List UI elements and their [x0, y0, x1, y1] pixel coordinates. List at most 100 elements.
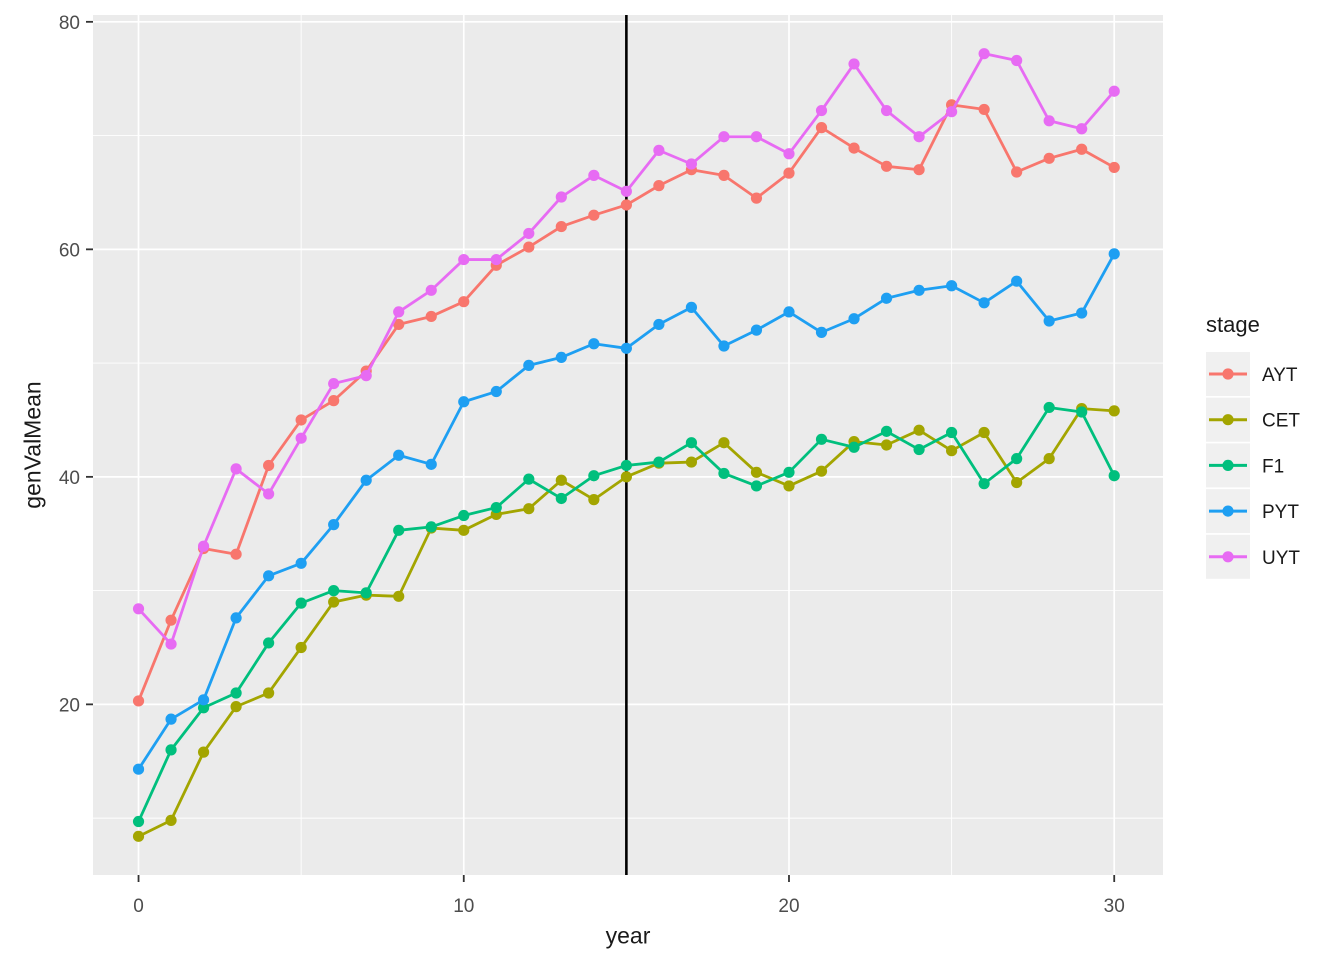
data-point-CET — [458, 524, 470, 536]
legend-key-point-AYT — [1222, 368, 1234, 380]
data-point-F1 — [620, 459, 632, 472]
data-point-UYT — [750, 131, 763, 143]
data-point-AYT — [848, 142, 860, 154]
data-point-AYT — [588, 209, 600, 221]
data-point-PYT — [328, 519, 340, 531]
data-point-AYT — [523, 241, 535, 253]
data-point-F1 — [263, 637, 275, 649]
data-point-CET — [295, 641, 307, 654]
data-point-PYT — [197, 694, 210, 706]
data-point-F1 — [653, 456, 665, 468]
data-point-CET — [1011, 476, 1023, 489]
data-point-CET — [588, 494, 600, 506]
data-point-F1 — [978, 478, 990, 490]
data-point-AYT — [620, 199, 632, 211]
data-point-F1 — [132, 815, 145, 828]
data-point-CET — [815, 465, 828, 477]
data-point-F1 — [685, 437, 698, 449]
data-point-AYT — [815, 122, 828, 134]
data-point-CET — [750, 466, 763, 478]
data-point-PYT — [165, 713, 177, 725]
data-point-PYT — [263, 570, 275, 582]
data-point-CET — [328, 596, 340, 608]
data-point-PYT — [848, 313, 860, 325]
data-point-F1 — [913, 443, 925, 456]
data-point-PYT — [783, 306, 795, 318]
data-point-PYT — [946, 280, 958, 292]
data-point-AYT — [718, 169, 730, 181]
data-point-CET — [523, 503, 535, 515]
data-point-F1 — [880, 425, 893, 437]
legend-key-point-CET — [1222, 414, 1234, 426]
plot-panel — [93, 15, 1163, 875]
data-point-CET — [230, 701, 242, 713]
data-point-F1 — [1011, 453, 1023, 465]
data-point-PYT — [230, 612, 242, 624]
data-point-CET — [880, 439, 893, 451]
data-point-UYT — [685, 158, 698, 170]
data-point-F1 — [425, 521, 437, 533]
data-point-CET — [393, 590, 405, 602]
data-point-CET — [620, 471, 632, 483]
data-point-AYT — [1108, 161, 1120, 174]
legend-label-CET: CET — [1262, 411, 1300, 432]
data-point-UYT — [718, 131, 730, 143]
data-point-UYT — [523, 227, 535, 240]
data-point-AYT — [1076, 143, 1088, 155]
data-point-AYT — [393, 318, 405, 331]
data-point-F1 — [360, 587, 372, 599]
data-point-PYT — [880, 292, 893, 304]
data-point-AYT — [653, 180, 665, 192]
data-point-UYT — [132, 603, 145, 615]
data-point-UYT — [328, 377, 340, 390]
data-point-AYT — [750, 192, 763, 204]
data-point-F1 — [523, 473, 535, 485]
data-point-CET — [913, 424, 925, 436]
data-point-PYT — [653, 318, 665, 331]
data-point-F1 — [783, 466, 795, 478]
data-point-CET — [685, 456, 698, 468]
data-point-AYT — [458, 296, 470, 308]
data-point-UYT — [458, 253, 470, 266]
data-point-UYT — [1043, 115, 1055, 127]
data-point-UYT — [360, 370, 372, 382]
data-point-PYT — [458, 396, 470, 408]
data-point-AYT — [913, 164, 925, 176]
data-point-UYT — [978, 48, 990, 60]
data-point-UYT — [913, 131, 925, 143]
data-point-UYT — [1011, 54, 1023, 67]
data-point-F1 — [718, 467, 730, 480]
data-point-PYT — [393, 449, 405, 461]
data-point-UYT — [588, 169, 600, 181]
data-point-F1 — [555, 492, 567, 505]
data-point-CET — [197, 746, 210, 758]
data-point-F1 — [946, 426, 958, 439]
data-point-UYT — [393, 306, 405, 318]
data-point-CET — [783, 480, 795, 492]
data-point-UYT — [165, 638, 177, 650]
legend-key-point-PYT — [1222, 505, 1234, 517]
legend-key-point-F1 — [1222, 459, 1234, 471]
data-point-PYT — [490, 385, 502, 398]
data-point-UYT — [653, 144, 665, 156]
data-point-UYT — [425, 284, 437, 296]
data-point-PYT — [913, 284, 925, 296]
data-point-F1 — [1108, 470, 1120, 482]
data-point-AYT — [880, 160, 893, 172]
legend-title: stage — [1206, 312, 1260, 337]
data-point-PYT — [620, 342, 632, 354]
data-point-PYT — [132, 763, 145, 775]
data-point-CET — [132, 830, 145, 842]
data-point-CET — [1043, 453, 1055, 465]
data-point-UYT — [490, 253, 502, 266]
data-point-F1 — [393, 524, 405, 536]
data-point-AYT — [425, 310, 437, 323]
x-tick-label: 30 — [1104, 896, 1125, 917]
data-point-F1 — [328, 585, 340, 597]
data-point-AYT — [132, 695, 145, 707]
data-point-CET — [1108, 405, 1120, 417]
data-point-PYT — [1076, 307, 1088, 319]
data-point-PYT — [555, 351, 567, 364]
y-tick-label: 60 — [59, 240, 80, 261]
